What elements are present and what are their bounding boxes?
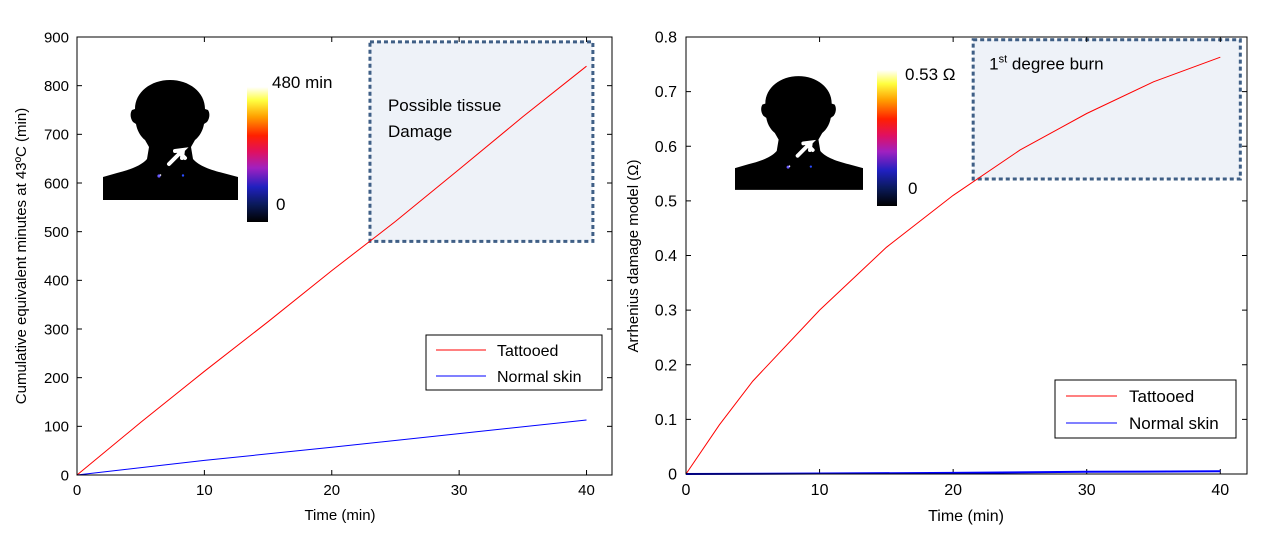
right-legend-tattooed-label: Tattooed	[1129, 387, 1194, 406]
x-tick-label: 0	[682, 482, 691, 499]
x-tick-label: 20	[944, 482, 962, 499]
right-inset-thermal-image: 0.53 Ω 0	[735, 65, 956, 206]
y-tick-label: 600	[44, 175, 69, 192]
y-tick-label: 0.4	[655, 248, 677, 265]
y-tick-label: 400	[44, 273, 69, 290]
x-tick-label: 30	[451, 482, 468, 499]
right-colorbar-min-label: 0	[908, 179, 917, 198]
y-tick-label: 0.3	[655, 303, 677, 320]
y-tick-label: 800	[44, 78, 69, 95]
right-legend-box	[1054, 379, 1237, 439]
x-tick-label: 10	[811, 482, 829, 499]
right-axes-frame	[685, 36, 1248, 475]
left-chart: Possible tissue Damage 0 10 20 30 4001002003…	[13, 29, 613, 524]
series-line-tattooed	[76, 65, 587, 476]
left-annotation-line-2: Damage	[388, 122, 452, 141]
x-tick-label: 40	[1211, 482, 1229, 499]
left-annotation-line-1: Possible tissue	[388, 96, 501, 115]
x-tick-label: 10	[196, 482, 213, 499]
right-y-axis-label: Arrhenius damage model (Ω)	[625, 160, 642, 353]
x-tick-label: 30	[1078, 482, 1096, 499]
right-x-axis-label: Time (min)	[928, 508, 1004, 525]
right-colorbar-max-label: 0.53 Ω	[905, 65, 956, 84]
x-tick-label: 40	[578, 482, 595, 499]
left-tissue-damage-box	[368, 40, 595, 243]
left-legend-tattooed-label: Tattooed	[497, 343, 558, 360]
y-tick-label: 700	[44, 127, 69, 144]
left-colorbar	[247, 87, 268, 222]
y-tick-label: 300	[44, 321, 69, 338]
left-y-axis-label: Cumulative equivalent minutes at 43ºC (m…	[13, 108, 30, 404]
right-colorbar	[877, 70, 897, 206]
y-tick-label: 0	[668, 467, 677, 484]
y-tick-label: 0	[61, 467, 69, 484]
left-legend-box	[425, 334, 603, 391]
left-x-axis-label: Time (min)	[304, 507, 375, 524]
right-legend-normal-skin-label: Normal skin	[1129, 414, 1219, 433]
left-inset-thermal-image: 480 min 0	[103, 73, 332, 222]
left-series-lines	[76, 65, 587, 476]
series-line-tattooed	[685, 56, 1221, 475]
left-axes-frame	[76, 36, 613, 476]
right-annotation-label: 1st degree burn	[989, 54, 1103, 74]
y-tick-label: 900	[44, 29, 69, 46]
y-tick-label: 0.7	[655, 84, 677, 101]
left-colorbar-max-label: 480 min	[272, 73, 332, 92]
y-tick-label: 200	[44, 370, 69, 387]
left-colorbar-min-label: 0	[276, 195, 285, 214]
right-annotation-prefix: 1	[989, 55, 998, 74]
y-tick-label: 500	[44, 224, 69, 241]
x-tick-label: 20	[323, 482, 340, 499]
right-legend: Tattooed Normal skin	[1054, 379, 1237, 439]
y-tick-label: 0.1	[655, 412, 677, 429]
y-tick-label: 0.2	[655, 357, 677, 374]
y-tick-label: 0.5	[655, 193, 677, 210]
y-tick-label: 0.6	[655, 139, 677, 156]
right-chart: 1st degree burn 0 10 20 30 4000.10.20.30.40.…	[625, 30, 1248, 525]
series-line-normal-skin	[76, 419, 587, 476]
right-first-degree-burn-box	[971, 38, 1242, 181]
x-tick-label: 0	[73, 482, 81, 499]
right-annotation-suffix: degree burn	[1007, 55, 1103, 74]
right-annotation-superscript: st	[999, 54, 1008, 66]
left-legend-normal-skin-label: Normal skin	[497, 369, 581, 386]
y-tick-label: 0.8	[655, 30, 677, 47]
y-tick-label: 100	[44, 419, 69, 436]
left-legend: Tattooed Normal skin	[425, 334, 603, 391]
